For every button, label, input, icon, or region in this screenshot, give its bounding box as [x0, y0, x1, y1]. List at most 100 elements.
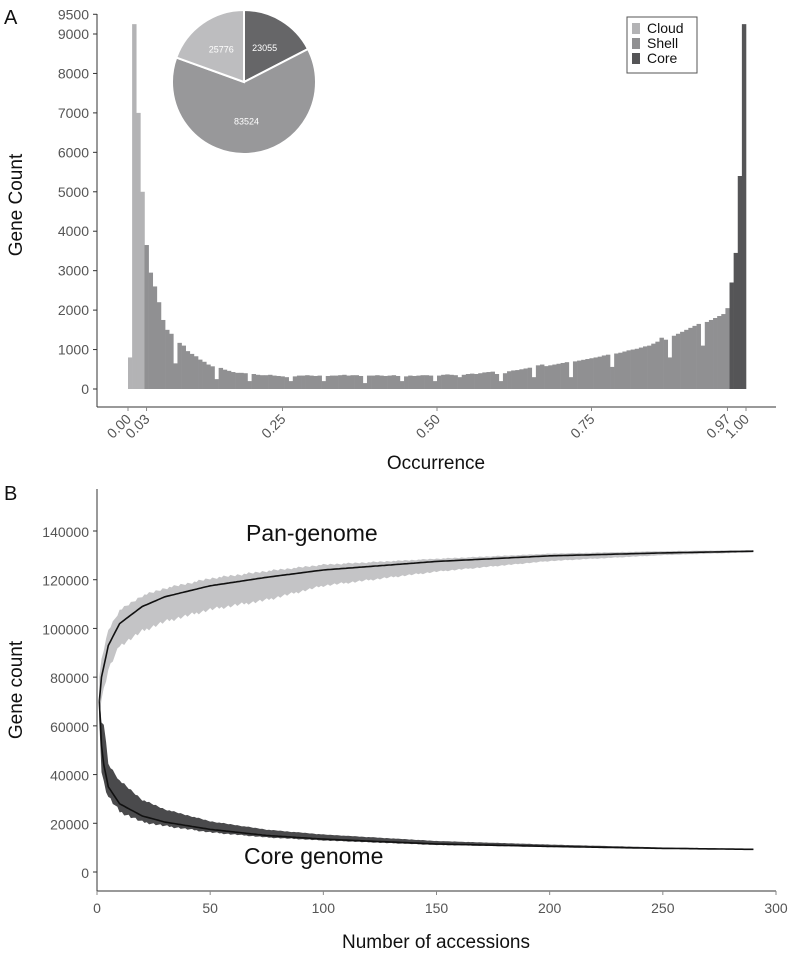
histogram-bar	[272, 375, 277, 389]
pie-slice-cloud	[175, 8, 245, 84]
histogram-bar	[239, 372, 244, 389]
histogram-bar	[198, 359, 203, 389]
histogram-bar	[663, 339, 669, 389]
panel-b-label: B	[4, 483, 17, 505]
histogram-bar	[680, 331, 685, 389]
histogram-bar	[251, 374, 257, 389]
histogram-bar	[729, 282, 734, 389]
histogram-bar	[725, 308, 730, 389]
legend-swatch-cloud	[632, 23, 640, 34]
histogram-bar	[371, 375, 376, 389]
a-y-ticks: 0 1000 2000 3000 4000 5000 6000 7000 8000 9000 950…	[58, 6, 97, 397]
x-tick-label: 0.75	[567, 411, 598, 442]
core-genome-mean-line	[98, 701, 754, 851]
histogram-bar	[626, 350, 631, 389]
histogram-bar	[193, 356, 199, 389]
histogram-bar	[222, 369, 228, 389]
y-tick-label: 0	[81, 381, 89, 397]
histogram-bar	[276, 375, 281, 389]
histogram-bar	[189, 353, 195, 389]
histogram-bar	[519, 369, 524, 389]
histogram-bar	[424, 375, 430, 389]
y-tick-label: 9000	[58, 26, 89, 42]
histogram-bar	[474, 374, 479, 389]
pie-slice-core	[243, 8, 310, 84]
histogram-bar	[737, 176, 743, 389]
histogram-bar	[140, 191, 145, 389]
histogram-bar	[301, 375, 306, 389]
histogram-bar	[206, 364, 211, 389]
histogram-bar	[128, 357, 133, 389]
histogram-bar	[453, 375, 458, 389]
histogram-bar	[177, 342, 182, 389]
histogram-bar	[391, 375, 397, 389]
histogram-bar	[733, 252, 739, 389]
histogram-bar	[268, 374, 273, 389]
inset-pie-chart: 23055 83524 25776	[171, 8, 317, 155]
histogram-bar	[721, 314, 726, 389]
histogram-bar	[375, 375, 380, 389]
histogram-bar	[581, 359, 586, 389]
x-tick-label: 100	[312, 900, 336, 916]
histogram-bar	[132, 24, 137, 390]
y-tick-label: 1000	[58, 342, 89, 358]
histogram-bar	[671, 335, 677, 389]
histogram-bar	[593, 357, 598, 389]
histogram-bar	[325, 375, 331, 389]
histogram-bar	[387, 375, 392, 389]
y-tick-label: 60000	[50, 719, 89, 735]
pie-slice-label: 25776	[209, 45, 234, 55]
histogram-bars	[128, 24, 747, 390]
histogram-bar	[515, 370, 520, 389]
b-y-axis-title: Gene count	[6, 640, 27, 739]
histogram-bar	[667, 357, 673, 389]
histogram-bar	[173, 363, 178, 389]
histogram-bar	[346, 375, 351, 389]
y-tick-label: 120000	[42, 573, 89, 589]
pie-slice-label: 23055	[252, 43, 277, 53]
histogram-bar	[169, 333, 174, 389]
y-tick-label: 2000	[58, 302, 89, 318]
histogram-bar	[296, 375, 302, 389]
histogram-bar	[601, 355, 607, 389]
histogram-bar	[696, 323, 701, 389]
histogram-bar	[527, 367, 533, 389]
histogram-bar	[498, 381, 504, 389]
x-tick-label: 300	[764, 900, 788, 916]
panel-a: A 0 1000 2000 3000 4000 5000 6000 7000 8000 9000 9…	[4, 6, 776, 474]
histogram-bar	[544, 366, 549, 389]
histogram-bar	[399, 381, 405, 389]
histogram-bar	[675, 333, 681, 389]
histogram-bar	[165, 329, 170, 389]
histogram-bar	[713, 318, 718, 389]
histogram-bar	[288, 381, 294, 389]
histogram-bar	[350, 375, 355, 389]
histogram-bar	[354, 375, 360, 389]
histogram-bar	[404, 376, 409, 389]
accumulation-curves	[98, 550, 754, 851]
histogram-bar	[511, 370, 516, 389]
histogram-bar	[247, 381, 252, 389]
histogram-bar	[465, 374, 471, 389]
histogram-bar	[156, 302, 162, 389]
histogram-bar	[366, 375, 372, 389]
b-x-axis-title: Number of accessions	[342, 932, 530, 953]
histogram-bar	[255, 374, 261, 389]
histogram-bar	[688, 327, 693, 389]
histogram-bar	[362, 383, 368, 389]
histogram-bar	[552, 364, 557, 389]
histogram-bar	[321, 381, 327, 389]
y-tick-label: 140000	[42, 524, 89, 540]
y-tick-label: 9500	[58, 6, 89, 22]
a-y-axis-title: Gene Count	[6, 153, 27, 256]
histogram-bar	[568, 377, 574, 389]
histogram-bar	[338, 375, 343, 389]
histogram-bar	[482, 372, 487, 389]
histogram-bar	[655, 341, 660, 389]
histogram-bar	[383, 375, 388, 389]
histogram-bar	[589, 358, 594, 389]
histogram-bar	[202, 361, 207, 389]
y-tick-label: 0	[81, 865, 89, 881]
